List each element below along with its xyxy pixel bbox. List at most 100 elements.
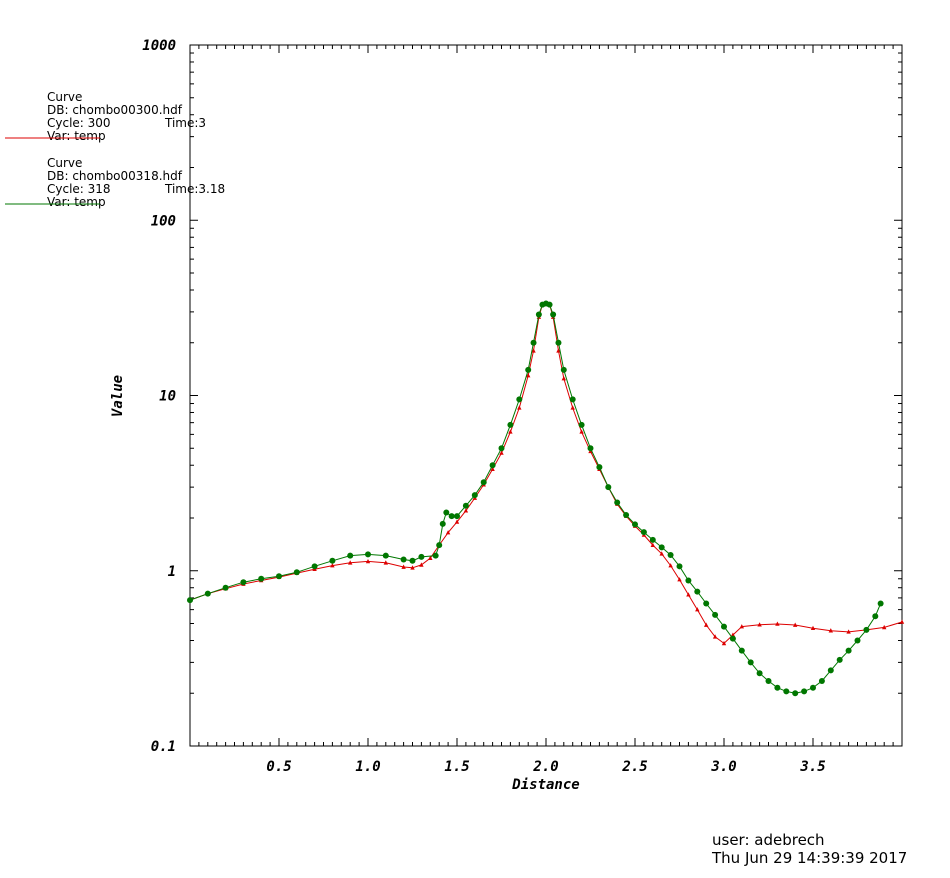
data-point — [439, 520, 446, 527]
x-tick-label: 3.0 — [710, 759, 736, 775]
data-point — [739, 624, 744, 629]
data-point — [810, 684, 816, 691]
data-point — [240, 579, 247, 586]
data-point — [418, 553, 425, 560]
data-point — [757, 622, 762, 627]
data-point — [410, 565, 415, 570]
data-point — [686, 592, 691, 597]
series-0 — [187, 300, 905, 646]
data-point — [556, 348, 561, 353]
data-point — [827, 667, 834, 674]
data-point — [596, 464, 603, 471]
data-point — [448, 513, 455, 520]
data-point — [401, 564, 406, 569]
data-point — [765, 677, 772, 684]
data-point — [526, 373, 531, 378]
legend-time: Time:3 — [164, 116, 206, 130]
data-point — [650, 542, 655, 547]
data-point — [311, 563, 318, 570]
data-point — [712, 634, 718, 639]
data-point — [516, 396, 523, 403]
data-point — [818, 677, 825, 684]
x-tick-label: 1.5 — [444, 759, 469, 775]
data-point — [409, 557, 416, 564]
data-point — [846, 629, 851, 634]
y-tick-label: 0.1 — [151, 739, 176, 755]
timestamp: Thu Jun 29 14:39:39 2017 — [712, 849, 908, 867]
data-point — [436, 542, 443, 549]
data-point — [587, 445, 594, 452]
data-point — [694, 588, 701, 595]
data-point — [623, 512, 630, 519]
x-axis-ticks: 0.5 1.0 1.5 2.0 2.5 3.0 3.5 — [189, 45, 903, 775]
data-point — [463, 508, 469, 513]
data-point — [546, 301, 553, 308]
data-point — [507, 421, 514, 428]
data-point — [877, 600, 884, 607]
data-point — [276, 573, 282, 580]
data-point — [525, 366, 532, 373]
data-point — [419, 562, 424, 567]
data-point — [550, 311, 557, 318]
data-point — [330, 563, 335, 568]
series-layer — [187, 300, 905, 697]
data-point — [738, 647, 745, 654]
data-point — [668, 563, 673, 568]
data-point — [530, 339, 537, 346]
data-point — [828, 628, 833, 633]
data-point — [293, 569, 300, 576]
data-point — [400, 556, 407, 563]
data-point — [258, 575, 265, 582]
data-point — [489, 462, 496, 469]
data-point — [498, 445, 505, 452]
y-axis-title: Value — [110, 375, 126, 417]
legend-db: DB: chombo00300.hdf — [47, 103, 183, 117]
data-point — [555, 339, 562, 346]
data-point — [347, 552, 354, 559]
data-point — [649, 536, 656, 543]
series-1 — [187, 300, 884, 697]
user-info: user: adebrech Thu Jun 29 14:39:39 2017 — [712, 831, 907, 867]
legend-cycle: Cycle: 300 — [47, 116, 111, 130]
data-point — [462, 502, 469, 509]
user-name: user: adebrech — [712, 831, 825, 849]
data-point — [187, 597, 193, 604]
y-tick-label: 100 — [151, 213, 176, 229]
legend-cycle: Cycle: 318 — [47, 182, 111, 196]
data-point — [329, 557, 336, 564]
data-point — [471, 492, 478, 499]
data-point — [605, 484, 612, 491]
data-point — [508, 429, 513, 434]
data-point — [579, 429, 584, 434]
data-point — [677, 577, 682, 582]
data-point — [222, 584, 229, 591]
data-point — [721, 623, 727, 630]
data-point — [685, 577, 692, 584]
data-point — [872, 613, 879, 620]
data-point — [747, 659, 754, 666]
data-point — [882, 624, 887, 630]
x-tick-label: 2.5 — [621, 759, 647, 775]
legend-var: Var: temp — [47, 129, 106, 143]
data-point — [348, 560, 353, 565]
data-point — [578, 421, 585, 428]
data-point — [383, 560, 388, 565]
legend-name: Curve — [47, 90, 82, 104]
data-point — [490, 466, 495, 471]
data-point — [570, 405, 575, 410]
data-point — [443, 509, 450, 516]
data-point — [836, 656, 843, 663]
data-point — [695, 607, 700, 612]
data-point — [531, 348, 536, 353]
x-tick-label: 1.0 — [355, 759, 380, 775]
x-axis-title: Distance — [511, 777, 579, 793]
data-point — [614, 499, 621, 506]
y-tick-label: 10 — [159, 389, 176, 405]
data-point — [756, 670, 763, 677]
data-point — [432, 552, 439, 559]
plot-frame — [189, 44, 903, 747]
data-point — [667, 551, 674, 558]
